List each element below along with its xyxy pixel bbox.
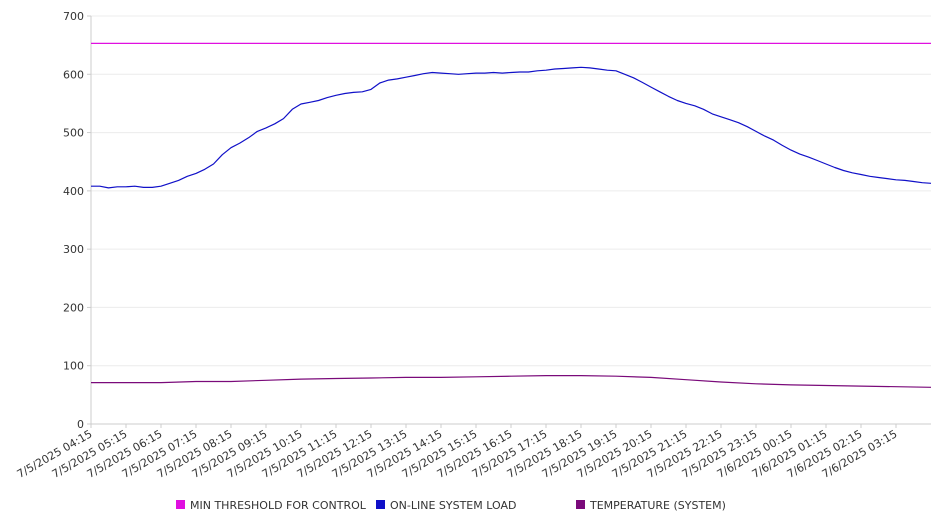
y-tick-label: 200 xyxy=(63,301,84,314)
series-line-on-line-system-load xyxy=(91,66,932,189)
x-axis-ticks: 7/5/2025 04:157/5/2025 05:157/5/2025 06:… xyxy=(15,424,900,481)
y-tick-label: 500 xyxy=(63,127,84,140)
grid-lines xyxy=(91,15,931,367)
y-tick-label: 600 xyxy=(63,68,84,81)
legend-item: TEMPERATURE (SYSTEM) xyxy=(576,499,726,512)
y-tick-label: 300 xyxy=(63,243,84,256)
series-line-temperature-system xyxy=(91,375,932,388)
series-lines xyxy=(91,42,932,388)
legend-label: ON-LINE SYSTEM LOAD xyxy=(390,499,516,512)
y-tick-label: 100 xyxy=(63,360,84,373)
legend-item: ON-LINE SYSTEM LOAD xyxy=(376,499,516,512)
y-axis-ticks: 0 100 200 300 400 500 600 700 xyxy=(63,10,91,431)
y-tick-label: 0 xyxy=(77,418,84,431)
legend-label: TEMPERATURE (SYSTEM) xyxy=(589,499,726,512)
legend: MIN THRESHOLD FOR CONTROL ON-LINE SYSTEM … xyxy=(176,499,726,512)
legend-swatch xyxy=(176,500,185,509)
y-tick-label: 400 xyxy=(63,185,84,198)
legend-swatch xyxy=(376,500,385,509)
axes xyxy=(90,16,931,425)
legend-swatch xyxy=(576,500,585,509)
legend-item: MIN THRESHOLD FOR CONTROL xyxy=(176,499,367,512)
legend-label: MIN THRESHOLD FOR CONTROL xyxy=(190,499,367,512)
y-tick-label: 700 xyxy=(63,10,84,23)
